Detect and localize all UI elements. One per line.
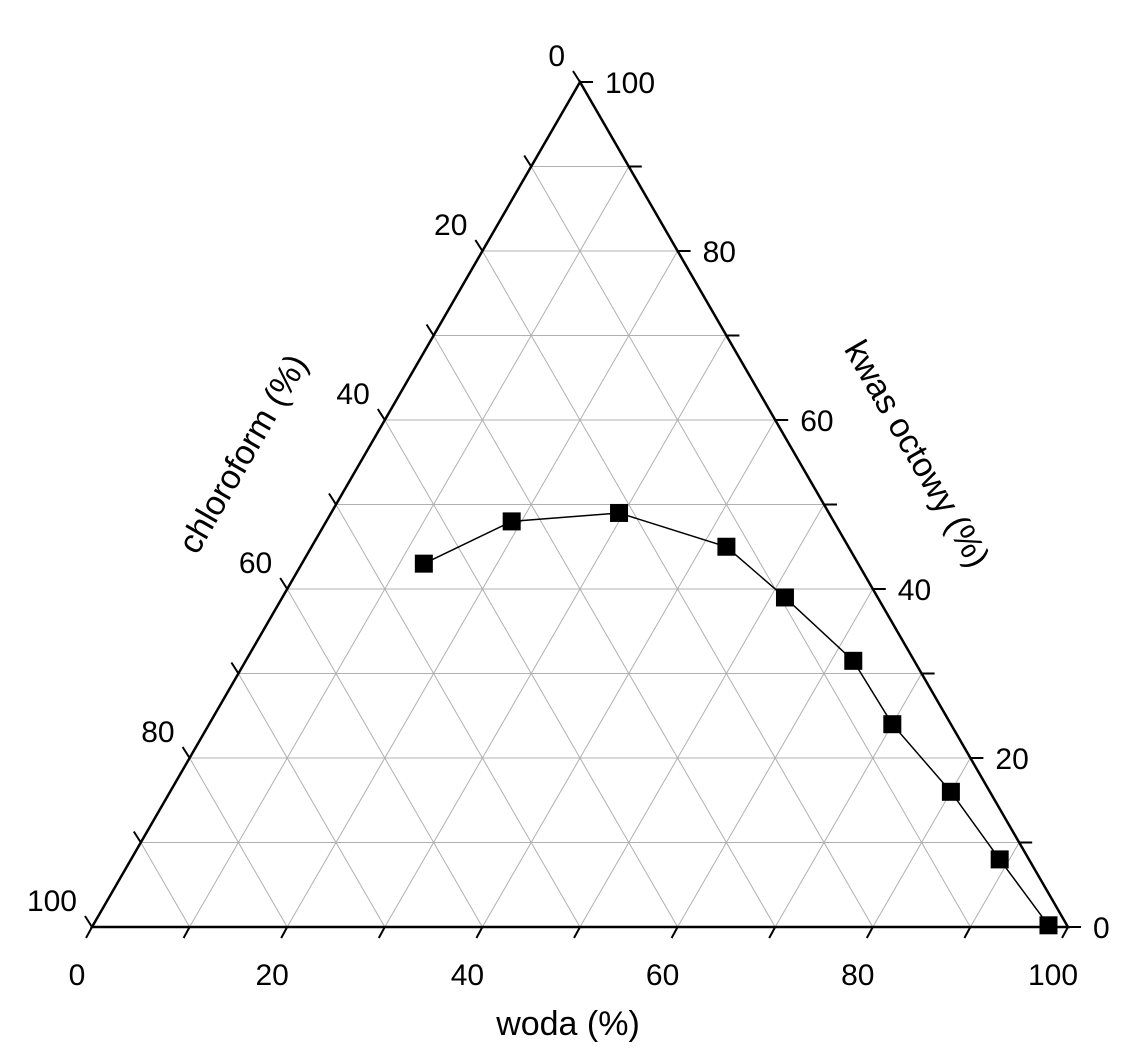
axis-title-kwas-octowy: kwas octowy (%) (837, 334, 997, 574)
axis-ticks (84, 70, 1081, 939)
grid-line-woda-10 (189, 166, 630, 928)
data-point-8 (941, 782, 960, 801)
grid-line-woda-30 (384, 335, 727, 928)
tick-chloroform-0 (572, 70, 581, 83)
data-point-5 (775, 588, 794, 607)
tick-chloroform-20 (474, 239, 484, 252)
grid-lines (140, 166, 1020, 928)
grid-line-chloroform-70 (433, 335, 776, 928)
tick-woda-30 (377, 926, 386, 939)
tick-label-chloroform-100: 100 (27, 885, 77, 918)
data-series (414, 503, 1058, 935)
data-point-9 (990, 850, 1009, 869)
data-point-2 (502, 512, 521, 531)
tick-label-woda-100: 100 (1028, 959, 1078, 992)
tick-label-kwas-80: 80 (703, 236, 736, 269)
tick-label-kwas-100: 100 (605, 67, 655, 100)
tick-chloroform-60 (279, 577, 289, 590)
grid-line-chloroform-20 (189, 757, 288, 928)
tick-label-woda-20: 20 (256, 959, 289, 992)
tick-woda-80 (865, 926, 874, 939)
grid-line-chloroform-60 (384, 419, 679, 928)
grid-line-chloroform-40 (286, 588, 483, 928)
tick-label-chloroform-40: 40 (336, 378, 369, 411)
tick-woda-10 (182, 926, 191, 939)
tick-labels: 0 0 0 20 20 20 40 40 40 60 60 60 80 80 80 100 100 100 (27, 40, 1110, 992)
grid-line-woda-50 (579, 504, 825, 928)
grid-line-woda-90 (969, 842, 1020, 928)
tick-label-kwas-40: 40 (898, 574, 931, 607)
data-point-10 (1039, 916, 1058, 935)
data-point-4 (717, 537, 736, 556)
tick-chloroform-30 (425, 323, 435, 337)
axis-title-chloroform: chloroform (%) (171, 348, 315, 560)
tick-chloroform-50 (328, 492, 337, 506)
tick-chloroform-40 (376, 408, 386, 421)
grid-line-chloroform-50 (335, 504, 581, 928)
data-point-7 (883, 715, 902, 734)
tick-label-kwas-0: 0 (1093, 912, 1110, 945)
tick-label-chloroform-80: 80 (141, 716, 174, 749)
tick-woda-70 (768, 926, 777, 939)
tick-chloroform-80 (181, 746, 191, 759)
data-point-1 (414, 554, 433, 573)
grid-line-chloroform-80 (481, 250, 874, 928)
grid-line-chloroform-30 (237, 673, 386, 928)
tick-label-woda-40: 40 (451, 959, 484, 992)
data-point-3 (610, 503, 629, 522)
tick-woda-50 (573, 926, 581, 939)
tick-woda-40 (475, 926, 484, 939)
data-point-6 (844, 651, 863, 670)
tick-chloroform-70 (230, 661, 240, 675)
tick-woda-90 (963, 926, 972, 939)
grid-line-chloroform-10 (140, 842, 191, 928)
tick-label-kwas-60: 60 (800, 405, 833, 438)
series-line-0 (423, 512, 1050, 926)
tick-chloroform-100 (84, 915, 93, 928)
tick-label-kwas-20: 20 (995, 743, 1028, 776)
grid-line-woda-70 (774, 673, 923, 928)
tick-label-woda-80: 80 (841, 959, 874, 992)
tick-woda-60 (670, 926, 679, 939)
tick-woda-0 (85, 926, 93, 939)
tick-label-woda-0: 0 (69, 959, 86, 992)
axis-title-woda: woda (%) (495, 1005, 640, 1043)
tick-label-chloroform-0: 0 (548, 40, 565, 73)
tick-woda-20 (280, 926, 289, 939)
tick-label-chloroform-20: 20 (434, 209, 467, 242)
tick-label-woda-60: 60 (646, 959, 679, 992)
tick-label-chloroform-60: 60 (239, 547, 272, 580)
tick-chloroform-90 (132, 830, 142, 844)
tick-woda-100 (1061, 926, 1069, 939)
grid-line-chloroform-90 (530, 166, 971, 928)
tick-chloroform-10 (523, 154, 533, 168)
